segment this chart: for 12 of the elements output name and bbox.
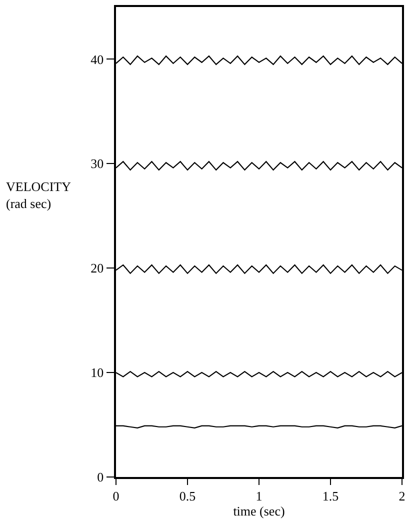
x-tick-label: 1.5 xyxy=(322,488,339,504)
y-tick-label: 10 xyxy=(90,365,104,380)
x-axis-title: time (sec) xyxy=(233,503,285,518)
y-axis-title: VELOCITY (rad sec) xyxy=(6,179,72,211)
y-tick-label: 30 xyxy=(90,156,104,172)
y-tick-label: 20 xyxy=(90,260,104,276)
y-tick-label: 0 xyxy=(97,470,104,485)
x-tick-label: 0 xyxy=(112,488,120,504)
x-tick-label: 1 xyxy=(256,488,262,504)
y-tick-label: 40 xyxy=(90,52,104,67)
x-tick-label: 0.5 xyxy=(179,488,196,504)
x-tick-label: 2 xyxy=(398,488,406,504)
